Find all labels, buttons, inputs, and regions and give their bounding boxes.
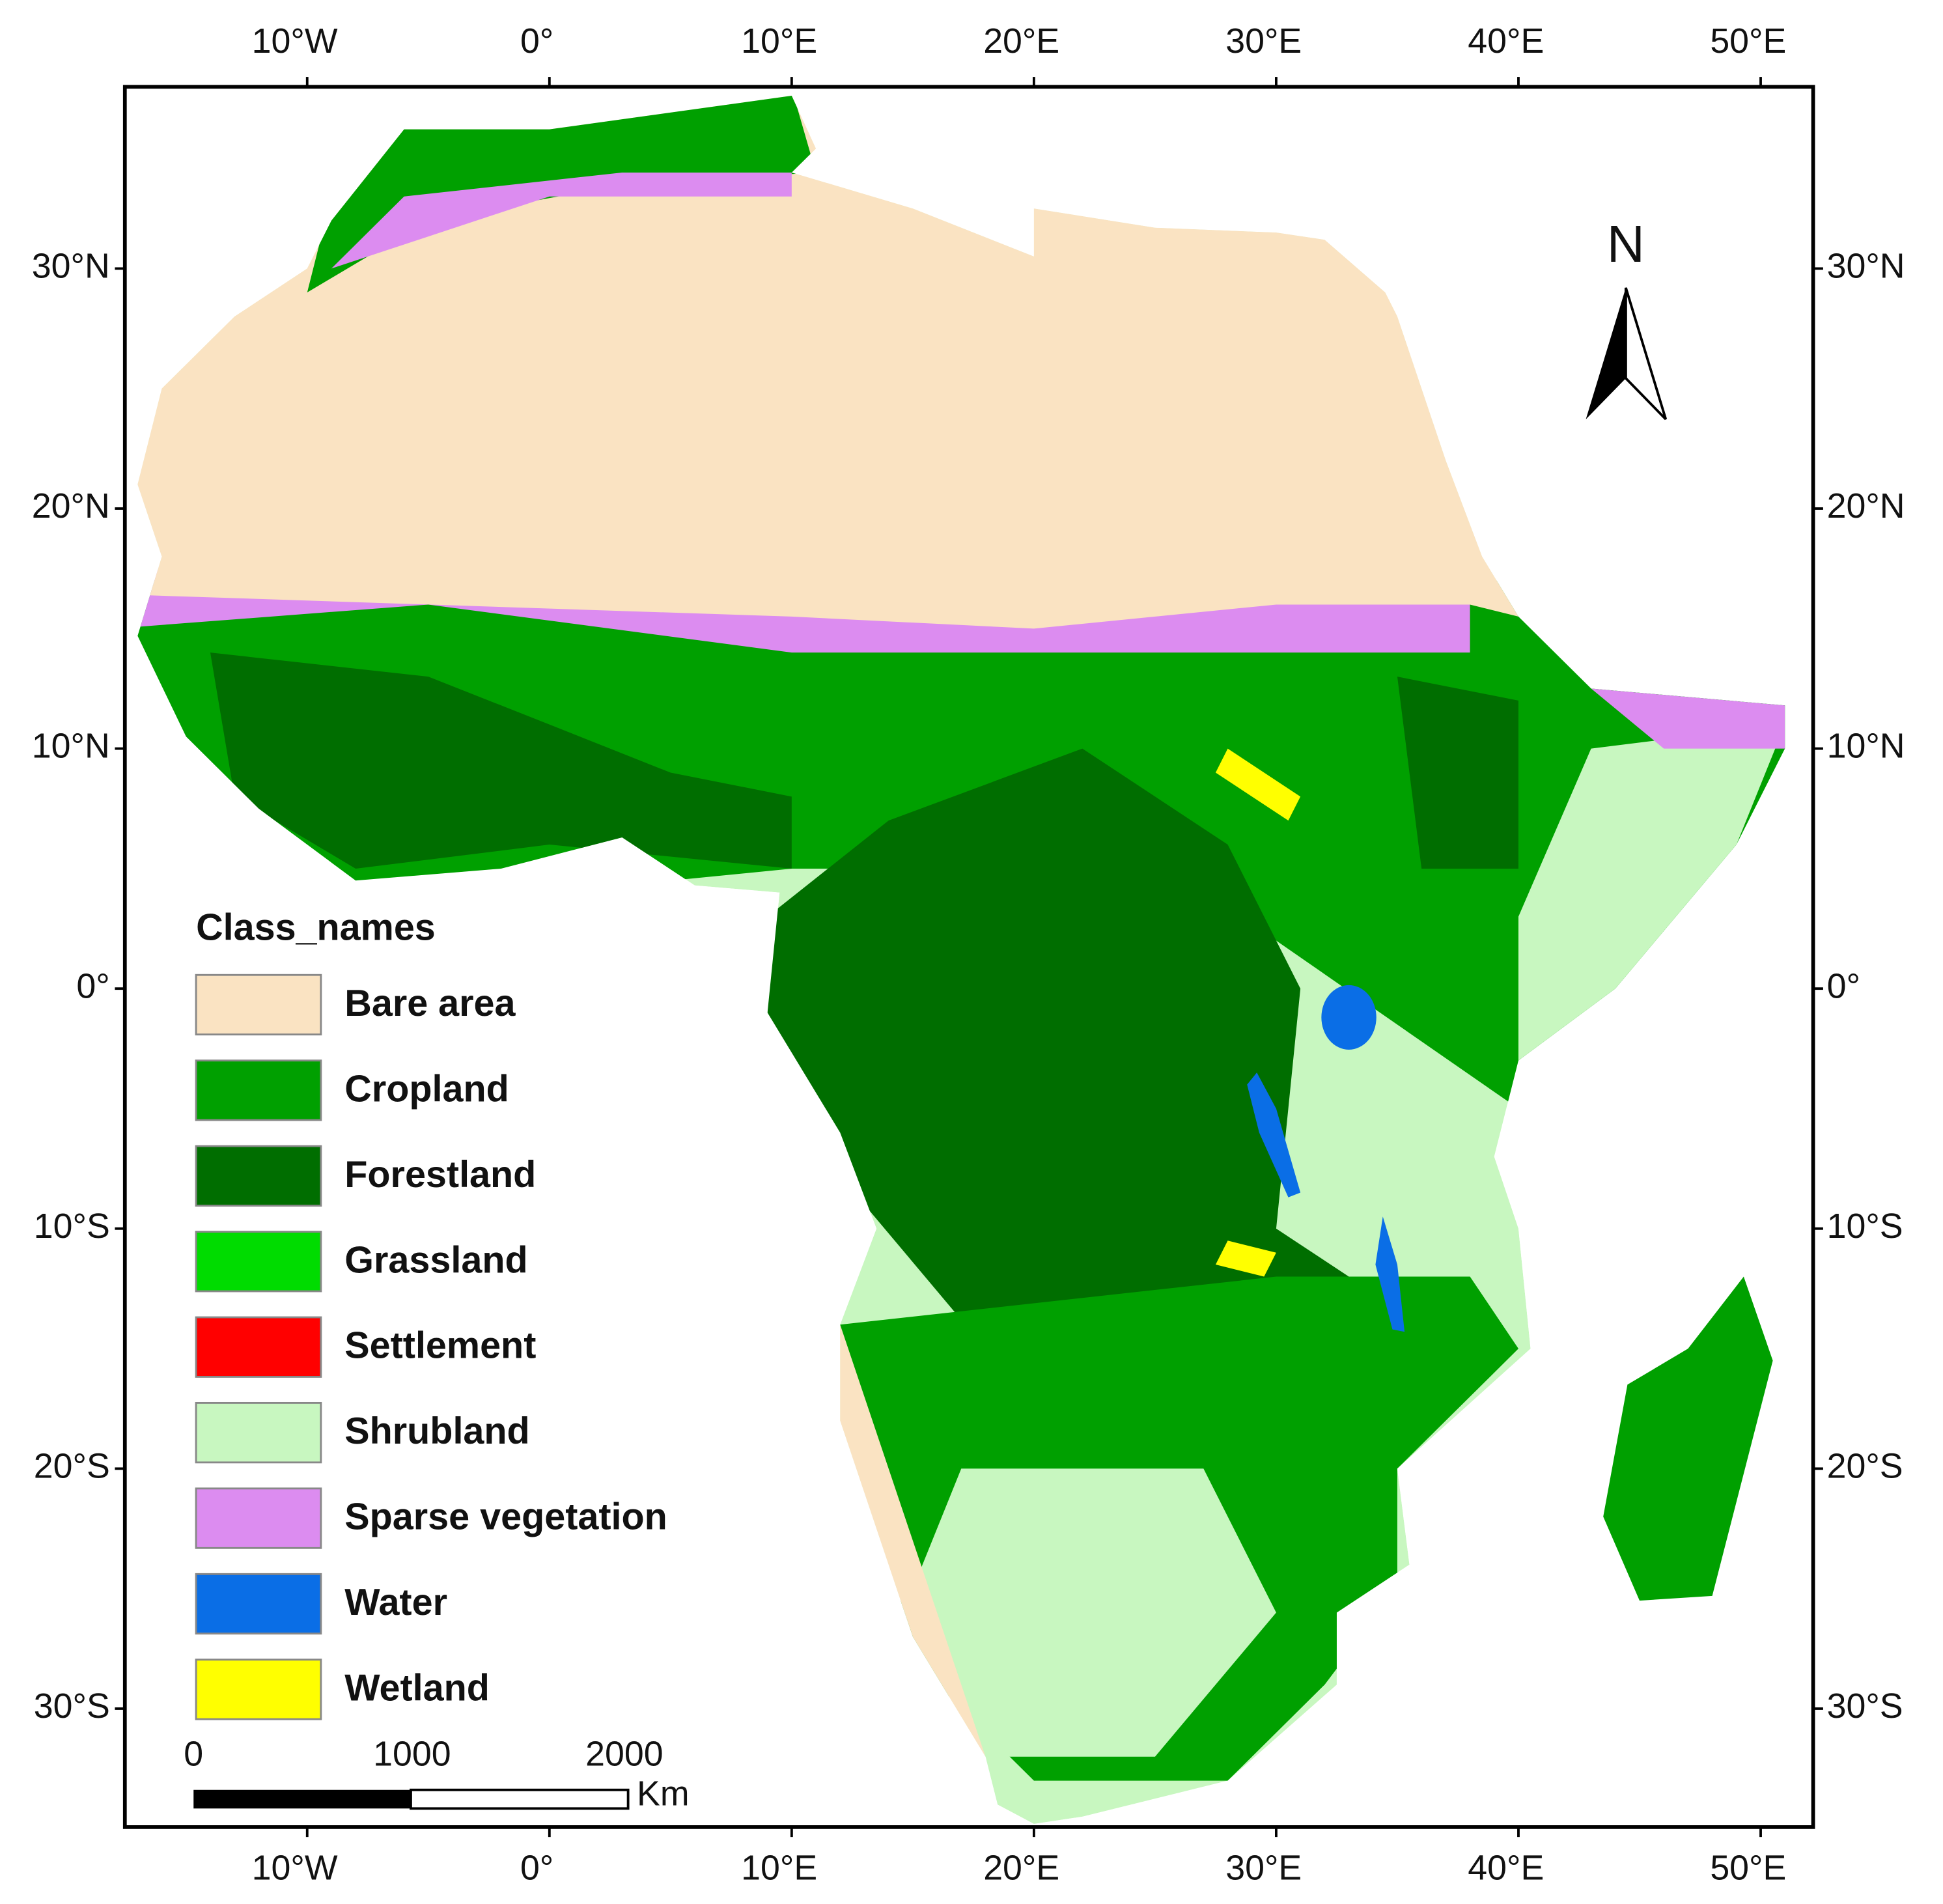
x-tick-label: 10°W [252,1849,338,1888]
y-tick-label: 10°S [34,1207,110,1246]
x-tick-label: 40°E [1468,22,1544,61]
land-cover [137,96,1785,1824]
lake [1321,985,1377,1050]
scale-unit: Km [637,1775,690,1813]
lake [1375,1216,1405,1332]
shrubland [912,1468,1276,1757]
forestland [767,748,1349,1373]
y-tick-label: 0° [1827,967,1860,1005]
legend-swatch [195,1659,322,1720]
madagascar [1603,1276,1773,1601]
wetland [1215,748,1301,821]
y-tick-label: 30°N [1827,247,1905,286]
legend-label: Sparse vegetation [344,1496,667,1538]
map-extras [1215,748,1773,1601]
legend-swatch [195,1573,322,1635]
y-tick-label: 10°N [32,727,110,766]
y-tick-label: 0° [76,967,109,1005]
legend-swatch [195,1316,322,1378]
x-tick-label: 20°E [983,1849,1059,1888]
x-tick-label: 50°E [1710,1849,1786,1888]
x-tick-label: 10°E [741,1849,817,1888]
y-tick-label: 30°S [1827,1687,1903,1726]
legend-label: Wetland [344,1668,490,1709]
x-tick-label: 20°E [983,22,1059,61]
forestland [210,652,792,869]
legend-label: Bare area [344,983,516,1024]
shrubland [1518,724,1785,1061]
legend-swatch [195,973,322,1036]
legend-swatch [195,1231,322,1293]
legend-title: Class_names [196,907,436,949]
scale-label: 1000 [373,1735,451,1774]
x-tick-label: 0° [520,1849,553,1888]
x-tick-label: 10°W [252,22,338,61]
y-tick-label: 10°N [1827,727,1905,766]
y-tick-label: 30°N [32,247,110,286]
legend-swatch [195,1059,322,1121]
x-tick-label: 0° [520,22,553,61]
x-tick-label: 30°E [1225,22,1302,61]
x-tick-label: 50°E [1710,22,1786,61]
north-arrow [1624,287,1668,421]
scale-label: 0 [184,1735,203,1774]
bare-area [816,1324,986,1781]
y-tick-label: 10°S [1827,1207,1903,1246]
legend-label: Water [344,1582,447,1623]
forestland [1397,677,1518,869]
x-tick-label: 40°E [1468,1849,1544,1888]
y-tick-label: 20°N [1827,487,1905,525]
legend-label: Forestland [344,1154,536,1196]
scale-label: 2000 [585,1735,663,1774]
y-tick-label: 20°N [32,487,110,525]
north-label: N [1607,215,1645,273]
scale-bar [193,1789,411,1809]
y-tick-label: 20°S [34,1448,110,1486]
x-tick-label: 10°E [741,22,817,61]
lake [1247,1072,1301,1197]
legend-swatch [195,1401,322,1464]
y-tick-label: 20°S [1827,1448,1903,1486]
scale-bar [410,1788,630,1810]
sparse-vegetation [1591,688,1785,749]
legend-label: Settlement [344,1325,536,1367]
legend-label: Cropland [344,1069,509,1110]
legend-label: Grassland [344,1239,527,1281]
legend-label: Shrubland [344,1410,529,1452]
legend-swatch [195,1487,322,1549]
legend-swatch [195,1145,322,1207]
wetland [1215,1240,1276,1277]
y-tick-label: 30°S [34,1687,110,1726]
sparse-vegetation [331,172,792,269]
x-tick-label: 30°E [1225,1849,1302,1888]
